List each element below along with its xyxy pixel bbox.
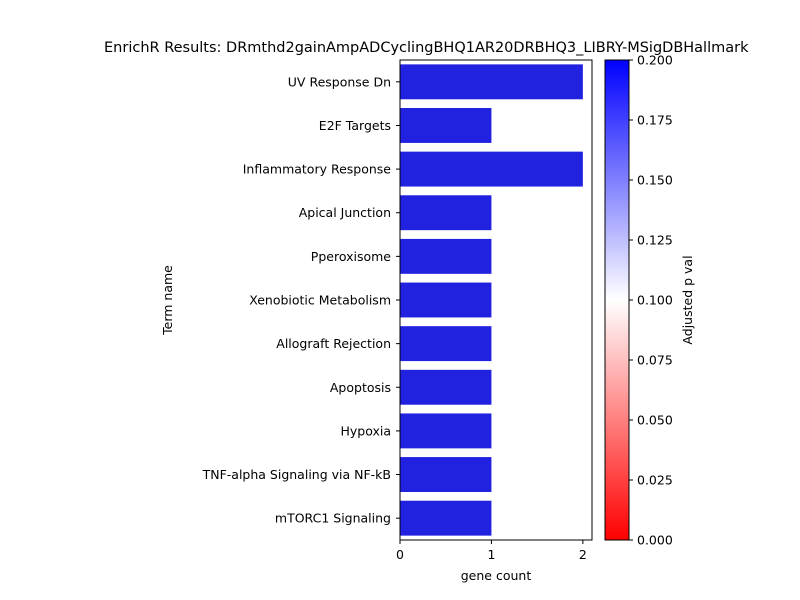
x-axis-label: gene count	[461, 568, 532, 583]
bar	[400, 413, 492, 449]
y-tick-label: mTORC1 Signaling	[275, 511, 391, 526]
colorbar-tick-label: 0.200	[637, 53, 673, 68]
y-tick-label: Xenobiotic Metabolism	[249, 293, 391, 308]
bar	[400, 151, 583, 187]
colorbar-tick-label: 0.025	[637, 473, 673, 488]
y-tick-group: UV Response Dn E2F Targets Inflammatory Re…	[202, 74, 400, 526]
colorbar-tick-label: 0.000	[637, 533, 673, 548]
colorbar-tick-label: 0.075	[637, 353, 673, 368]
colorbar-tick-label: 0.050	[637, 413, 673, 428]
y-axis-label: Term name	[160, 265, 175, 336]
colorbar-tick-group: 0.000 0.025 0.050 0.075 0.100 0.125 0.150 0.175…	[629, 53, 673, 548]
bars-group	[400, 64, 583, 536]
colorbar-tick-label: 0.150	[637, 173, 673, 188]
bar	[400, 195, 492, 231]
y-tick-label: Pperoxisome	[311, 249, 391, 264]
y-tick-label: UV Response Dn	[288, 74, 391, 89]
y-tick-label: Apoptosis	[330, 380, 391, 395]
colorbar-label: Adjusted p val	[680, 255, 695, 344]
x-tick-label: 1	[487, 547, 495, 562]
bar	[400, 457, 492, 492]
x-tick-label: 2	[579, 547, 587, 562]
y-tick-label: Apical Junction	[299, 205, 391, 220]
bar	[400, 238, 492, 274]
y-tick-label: TNF-alpha Signaling via NF-kB	[202, 467, 391, 482]
bar	[400, 64, 583, 100]
bar	[400, 282, 492, 318]
y-tick-label: Allograft Rejection	[276, 336, 391, 351]
y-tick-label: Inflammatory Response	[243, 162, 392, 177]
y-tick-label: Hypoxia	[340, 423, 391, 438]
x-tick-group: 0 1 2	[396, 540, 587, 562]
bar	[400, 369, 492, 405]
colorbar-tick-label: 0.175	[637, 113, 673, 128]
bar	[400, 326, 492, 362]
bar	[400, 108, 492, 143]
colorbar	[604, 59, 630, 541]
colorbar-tick-label: 0.100	[637, 293, 673, 308]
bar	[400, 500, 492, 536]
y-tick-label: E2F Targets	[319, 118, 391, 133]
colorbar-tick-label: 0.125	[637, 233, 673, 248]
chart-title: EnrichR Results: DRmthd2gainAmpADCycling…	[104, 40, 749, 56]
x-tick-label: 0	[396, 547, 404, 562]
plot-frame	[399, 59, 593, 541]
